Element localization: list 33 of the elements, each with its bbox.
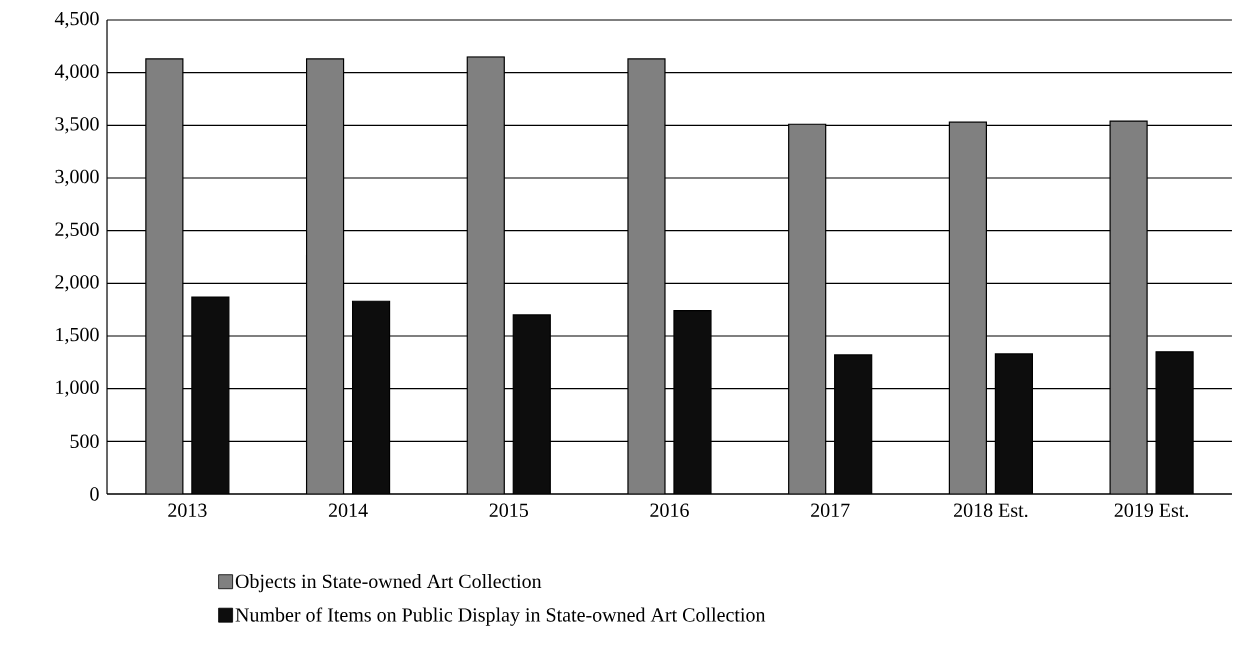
y-tick-label: 3,000 <box>55 169 99 187</box>
y-tick-label: 500 <box>70 434 99 449</box>
bar <box>145 58 184 494</box>
bar <box>948 121 987 494</box>
x-tick-label: 2014 <box>328 503 368 518</box>
bar <box>466 56 505 494</box>
bar <box>191 296 230 494</box>
y-tick-label: 1,500 <box>56 327 99 345</box>
bar <box>1155 351 1194 494</box>
x-tick-label: 2015 <box>489 503 528 518</box>
y-tick-label: 1,000 <box>56 380 99 397</box>
x-tick-label: 2019 Est. <box>1114 503 1189 518</box>
bar <box>673 310 712 494</box>
bar <box>351 300 391 494</box>
x-tick-label: 2018 Est. <box>953 503 1028 518</box>
bar <box>627 58 666 494</box>
bar <box>305 58 345 494</box>
bar <box>1109 120 1148 494</box>
y-tick-label: 2,500 <box>55 222 99 239</box>
y-tick-label: 0 <box>90 487 99 501</box>
bar <box>788 123 827 494</box>
legend-label: Number of Items on Public Display in State-owned Art Collection <box>235 607 766 626</box>
y-tick-label: 2,000 <box>55 275 99 292</box>
y-tick-label: 4,500 <box>54 11 99 29</box>
x-tick-label: 2013 <box>168 503 207 518</box>
legend-label: Objects in State-owned Art Collection <box>235 574 542 593</box>
y-tick-label: 4,000 <box>54 64 99 81</box>
x-tick-label: 2016 <box>650 503 689 518</box>
bar <box>512 314 551 494</box>
x-tick-label: 2017 <box>811 503 850 518</box>
bar <box>834 354 873 494</box>
y-tick-label: 3,500 <box>55 117 99 134</box>
bar <box>994 353 1033 494</box>
